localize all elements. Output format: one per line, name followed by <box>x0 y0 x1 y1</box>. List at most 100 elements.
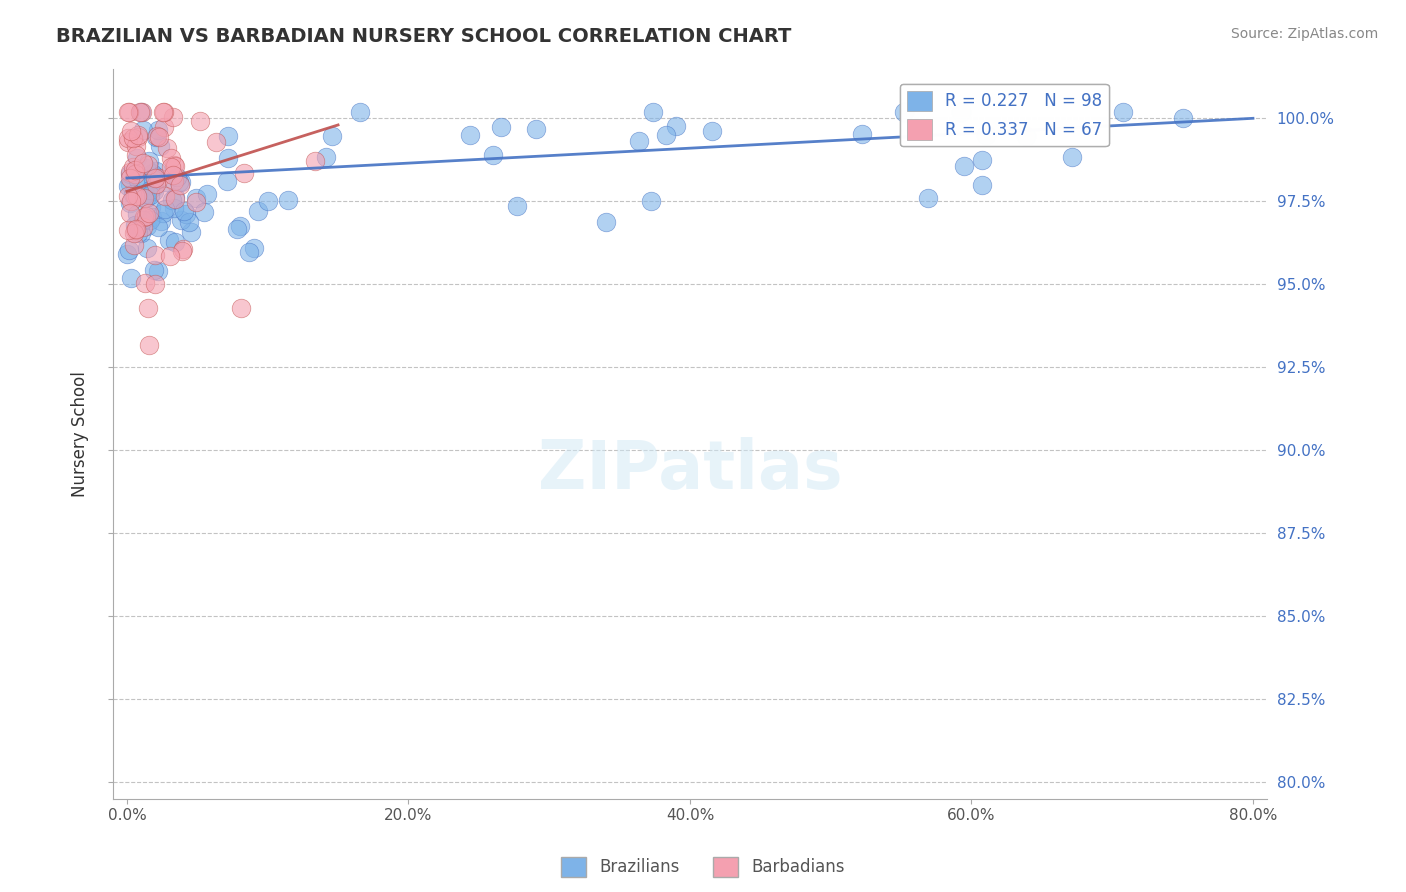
Barbadians <box>127 130 149 145</box>
Brazilians <box>136 219 159 233</box>
Barbadians <box>152 104 174 119</box>
Text: BRAZILIAN VS BARBADIAN NURSERY SCHOOL CORRELATION CHART: BRAZILIAN VS BARBADIAN NURSERY SCHOOL CO… <box>56 27 792 45</box>
Barbadians <box>160 152 183 166</box>
Brazilians <box>524 121 547 136</box>
Barbadians <box>125 188 148 202</box>
Brazilians <box>506 199 529 213</box>
Barbadians <box>131 104 153 119</box>
Brazilians <box>851 127 873 141</box>
Brazilians <box>193 204 215 219</box>
Barbadians <box>132 219 155 234</box>
Barbadians <box>188 114 211 128</box>
Brazilians <box>491 120 513 135</box>
Brazilians <box>242 241 264 255</box>
Brazilians <box>949 104 972 119</box>
Barbadians <box>122 160 145 174</box>
Brazilians <box>166 169 188 184</box>
Brazilians <box>174 207 197 221</box>
Brazilians <box>135 241 157 255</box>
Brazilians <box>141 200 163 214</box>
Brazilians <box>120 177 142 191</box>
Barbadians <box>120 165 142 179</box>
Brazilians <box>139 212 162 227</box>
Barbadians <box>118 104 141 119</box>
Brazilians <box>148 139 170 153</box>
Brazilians <box>127 173 149 187</box>
Barbadians <box>120 194 142 208</box>
Barbadians <box>124 167 146 181</box>
Barbadians <box>124 163 146 178</box>
Barbadians <box>169 178 191 192</box>
Brazilians <box>127 226 149 240</box>
Brazilians <box>120 167 142 181</box>
Brazilians <box>217 128 239 143</box>
Barbadians <box>148 130 170 145</box>
Y-axis label: Nursery School: Nursery School <box>72 371 89 497</box>
Brazilians <box>458 128 481 142</box>
Brazilians <box>627 134 650 148</box>
Brazilians <box>972 178 994 192</box>
Barbadians <box>117 130 139 145</box>
Text: ZIPatlas: ZIPatlas <box>537 437 842 503</box>
Brazilians <box>595 215 617 229</box>
Brazilians <box>953 159 976 173</box>
Barbadians <box>125 148 148 162</box>
Barbadians <box>134 276 156 290</box>
Brazilians <box>229 219 252 233</box>
Brazilians <box>157 233 180 247</box>
Text: Source: ZipAtlas.com: Source: ZipAtlas.com <box>1230 27 1378 41</box>
Barbadians <box>153 104 176 119</box>
Brazilians <box>1060 150 1083 164</box>
Brazilians <box>970 153 993 167</box>
Brazilians <box>152 206 174 220</box>
Brazilians <box>129 227 152 241</box>
Brazilians <box>138 188 160 202</box>
Brazilians <box>217 151 239 165</box>
Barbadians <box>143 277 166 292</box>
Barbadians <box>143 248 166 262</box>
Barbadians <box>136 301 159 315</box>
Brazilians <box>160 193 183 207</box>
Brazilians <box>142 179 165 194</box>
Brazilians <box>700 123 723 137</box>
Brazilians <box>148 123 170 137</box>
Barbadians <box>304 154 326 169</box>
Barbadians <box>117 188 139 202</box>
Barbadians <box>232 166 254 180</box>
Brazilians <box>655 128 678 142</box>
Brazilians <box>145 130 167 145</box>
Barbadians <box>163 174 186 188</box>
Brazilians <box>131 213 153 227</box>
Brazilians <box>142 172 165 186</box>
Brazilians <box>142 263 165 277</box>
Brazilians <box>125 206 148 220</box>
Barbadians <box>145 177 167 191</box>
Barbadians <box>124 223 146 237</box>
Barbadians <box>163 158 186 172</box>
Brazilians <box>118 243 141 257</box>
Brazilians <box>149 213 172 227</box>
Barbadians <box>117 135 139 149</box>
Barbadians <box>205 135 228 149</box>
Brazilians <box>153 202 176 216</box>
Brazilians <box>640 194 662 209</box>
Brazilians <box>167 175 190 189</box>
Barbadians <box>162 168 184 182</box>
Brazilians <box>665 120 688 134</box>
Barbadians <box>172 242 194 256</box>
Brazilians <box>117 178 139 193</box>
Brazilians <box>238 245 260 260</box>
Brazilians <box>138 153 160 168</box>
Barbadians <box>184 195 207 210</box>
Brazilians <box>162 202 184 216</box>
Brazilians <box>115 247 138 261</box>
Barbadians <box>155 141 177 155</box>
Barbadians <box>148 170 170 185</box>
Brazilians <box>148 219 170 234</box>
Barbadians <box>162 111 184 125</box>
Brazilians <box>139 184 162 198</box>
Brazilians <box>143 184 166 198</box>
Brazilians <box>643 104 665 119</box>
Brazilians <box>145 169 167 183</box>
Brazilians <box>170 213 193 227</box>
